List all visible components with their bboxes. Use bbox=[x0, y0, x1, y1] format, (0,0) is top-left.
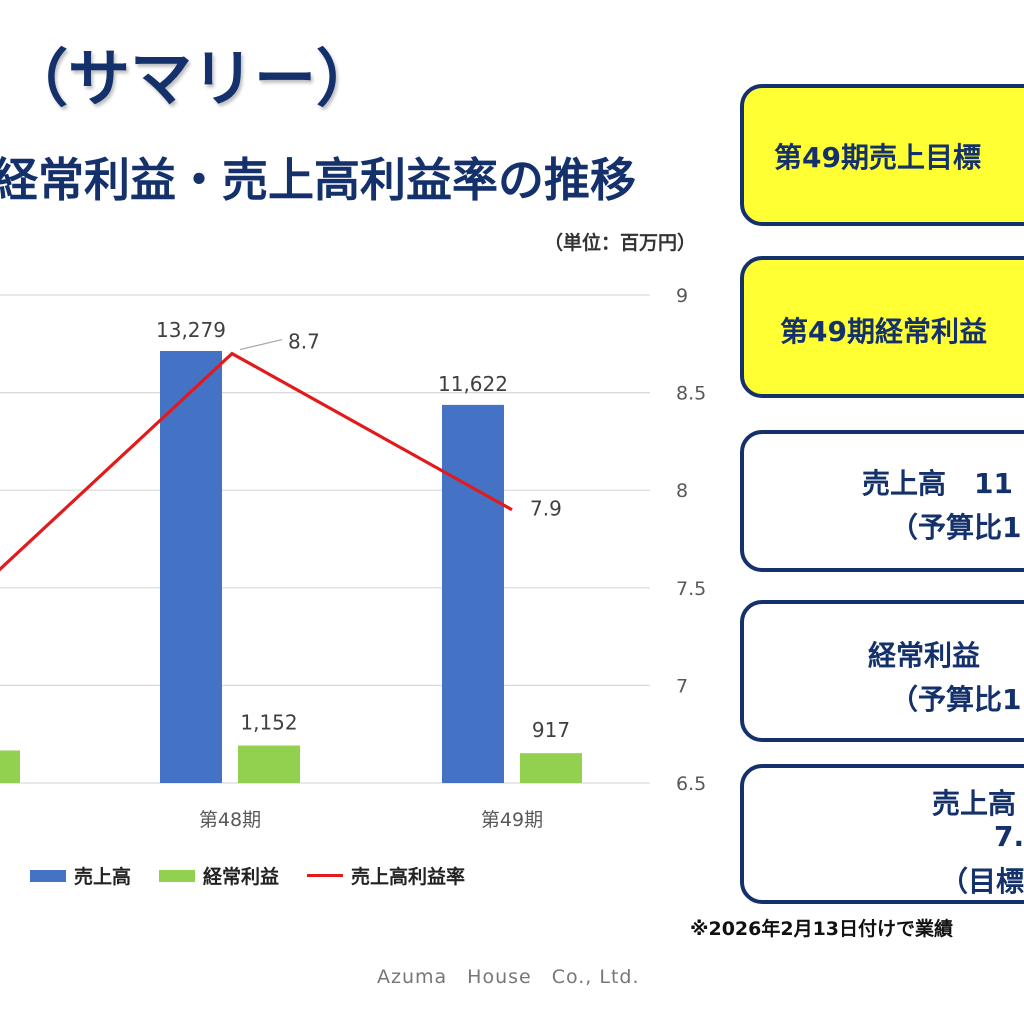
card-rate-result: 売上高 7. （目標 bbox=[740, 764, 1024, 904]
chart-bars bbox=[0, 350, 582, 783]
card-profit-result-line1: 経常利益 bbox=[868, 639, 981, 672]
legend-label-rate: 売上高利益率 bbox=[351, 866, 466, 888]
chart-subtitle: 経常利益・売上高利益率の推移 bbox=[0, 153, 636, 207]
y2-tick-label: 6.5 bbox=[676, 773, 706, 795]
card-rate-result-line1: 売上高 bbox=[932, 787, 1017, 820]
card-profit-result-line2: （予算比1 bbox=[890, 683, 1022, 716]
legend-swatch-sales bbox=[30, 869, 66, 882]
legend-item-rate: 売上高利益率 bbox=[307, 862, 465, 889]
footnote: ※2026年2月13日付けで業績 bbox=[690, 918, 954, 940]
card-sales-result-line1: 売上高 11 bbox=[862, 467, 1013, 500]
bar-profit bbox=[0, 750, 20, 783]
unit-label: （単位：百万円） bbox=[543, 232, 696, 254]
data-label-profit: 917 bbox=[532, 718, 570, 742]
card-sales-target-text: 第49期売上目標 bbox=[774, 141, 981, 174]
legend-swatch-rate bbox=[307, 874, 344, 877]
legend-swatch-profit bbox=[159, 869, 196, 882]
card-sales-result: 売上高 11 （予算比1 bbox=[740, 430, 1024, 572]
card-rate-result-line3: （目標 bbox=[940, 865, 1024, 898]
legend-item-profit: 経常利益 bbox=[159, 862, 279, 889]
card-profit-target-text: 第49期経常利益 bbox=[780, 315, 987, 348]
slide-title: （サマリー） bbox=[6, 42, 379, 115]
chart-gridlines bbox=[0, 294, 650, 784]
y2-tick-label: 8 bbox=[676, 480, 688, 502]
data-label-rate: 7.9 bbox=[530, 497, 562, 521]
y2-tick-label: 9 bbox=[676, 285, 688, 307]
data-label-leader bbox=[239, 338, 283, 351]
data-label-rate: 8.7 bbox=[288, 330, 320, 354]
data-label-profit: 1,152 bbox=[240, 711, 297, 735]
card-sales-target: 第49期売上目標 bbox=[740, 84, 1024, 226]
card-profit-target: 第49期経常利益 bbox=[740, 256, 1024, 398]
company-footer: Azuma House Co., Ltd. bbox=[377, 966, 640, 988]
bar-profit bbox=[238, 745, 300, 783]
y2-tick-label: 7 bbox=[676, 675, 688, 697]
y2-tick-label: 7.5 bbox=[676, 578, 706, 600]
legend-label-sales: 売上高 bbox=[74, 866, 132, 888]
card-rate-result-line2: 7. bbox=[994, 820, 1024, 853]
card-profit-result: 経常利益 （予算比1 bbox=[740, 600, 1024, 742]
y2-tick-label: 8.5 bbox=[676, 383, 706, 405]
chart-line bbox=[0, 351, 513, 572]
bar-sales bbox=[442, 404, 504, 783]
bar-sales bbox=[160, 350, 222, 783]
legend-item-sales: 売上高 bbox=[30, 862, 131, 889]
bar-profit bbox=[520, 753, 582, 783]
x-tick-label: 第49期 bbox=[481, 809, 543, 830]
x-tick-label: 第48期 bbox=[199, 809, 261, 830]
right-axis-ticks: 9 8.5 8 7.5 7 6.5 bbox=[676, 285, 706, 795]
chart-legend: 売上高 経常利益 売上高利益率 bbox=[30, 862, 465, 889]
data-label-sales: 11,622 bbox=[438, 372, 508, 396]
x-axis-labels: 第48期 第49期 bbox=[199, 809, 543, 830]
legend-label-profit: 経常利益 bbox=[203, 866, 280, 888]
data-label-sales: 13,279 bbox=[156, 318, 226, 342]
card-sales-result-line2: （予算比1 bbox=[890, 511, 1022, 544]
line-rate bbox=[0, 351, 513, 572]
